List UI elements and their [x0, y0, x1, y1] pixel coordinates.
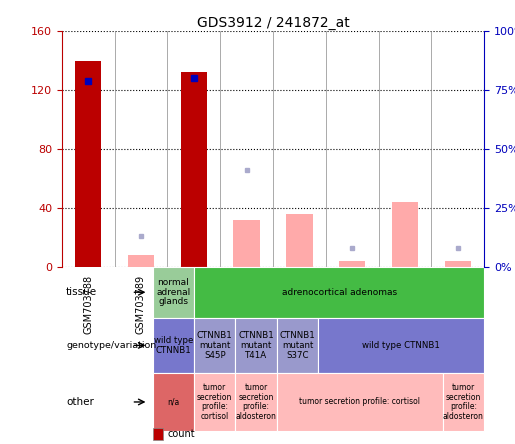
- Bar: [235, 373, 277, 431]
- Text: CTNNB1
mutant
S45P: CTNNB1 mutant S45P: [197, 331, 233, 360]
- Bar: [75, 60, 101, 267]
- Bar: [152, 267, 194, 318]
- Bar: [286, 214, 313, 267]
- Text: tumor
secretion
profile:
aldosteron: tumor secretion profile: aldosteron: [443, 383, 484, 421]
- Bar: [194, 267, 484, 318]
- Bar: [392, 202, 418, 267]
- Bar: [444, 261, 471, 267]
- Text: other: other: [66, 397, 94, 407]
- Bar: [152, 373, 194, 431]
- Bar: [233, 220, 260, 267]
- Text: tumor secretion profile: cortisol: tumor secretion profile: cortisol: [299, 397, 420, 406]
- Text: tumor
secretion
profile:
cortisol: tumor secretion profile: cortisol: [197, 383, 232, 421]
- Text: tumor
secretion
profile:
aldosteron: tumor secretion profile: aldosteron: [236, 383, 277, 421]
- Bar: [277, 318, 318, 373]
- Bar: [277, 373, 443, 431]
- Bar: [152, 428, 163, 440]
- Bar: [181, 72, 207, 267]
- Bar: [443, 373, 484, 431]
- Text: adrenocortical adenomas: adrenocortical adenomas: [282, 288, 397, 297]
- Text: count: count: [167, 429, 195, 440]
- Text: genotype/variation: genotype/variation: [66, 341, 156, 350]
- Text: CTNNB1
mutant
T41A: CTNNB1 mutant T41A: [238, 331, 274, 360]
- Text: wild type CTNNB1: wild type CTNNB1: [362, 341, 440, 350]
- Bar: [128, 255, 154, 267]
- Bar: [339, 261, 365, 267]
- Bar: [318, 318, 484, 373]
- Text: CTNNB1
mutant
S37C: CTNNB1 mutant S37C: [280, 331, 316, 360]
- Text: tissue: tissue: [66, 287, 97, 297]
- Bar: [152, 318, 194, 373]
- Text: n/a: n/a: [167, 397, 179, 406]
- Title: GDS3912 / 241872_at: GDS3912 / 241872_at: [197, 16, 349, 30]
- Bar: [194, 318, 235, 373]
- Bar: [235, 318, 277, 373]
- Bar: [194, 373, 235, 431]
- Text: normal
adrenal
glands: normal adrenal glands: [156, 278, 191, 306]
- Text: wild type
CTNNB1: wild type CTNNB1: [153, 336, 193, 355]
